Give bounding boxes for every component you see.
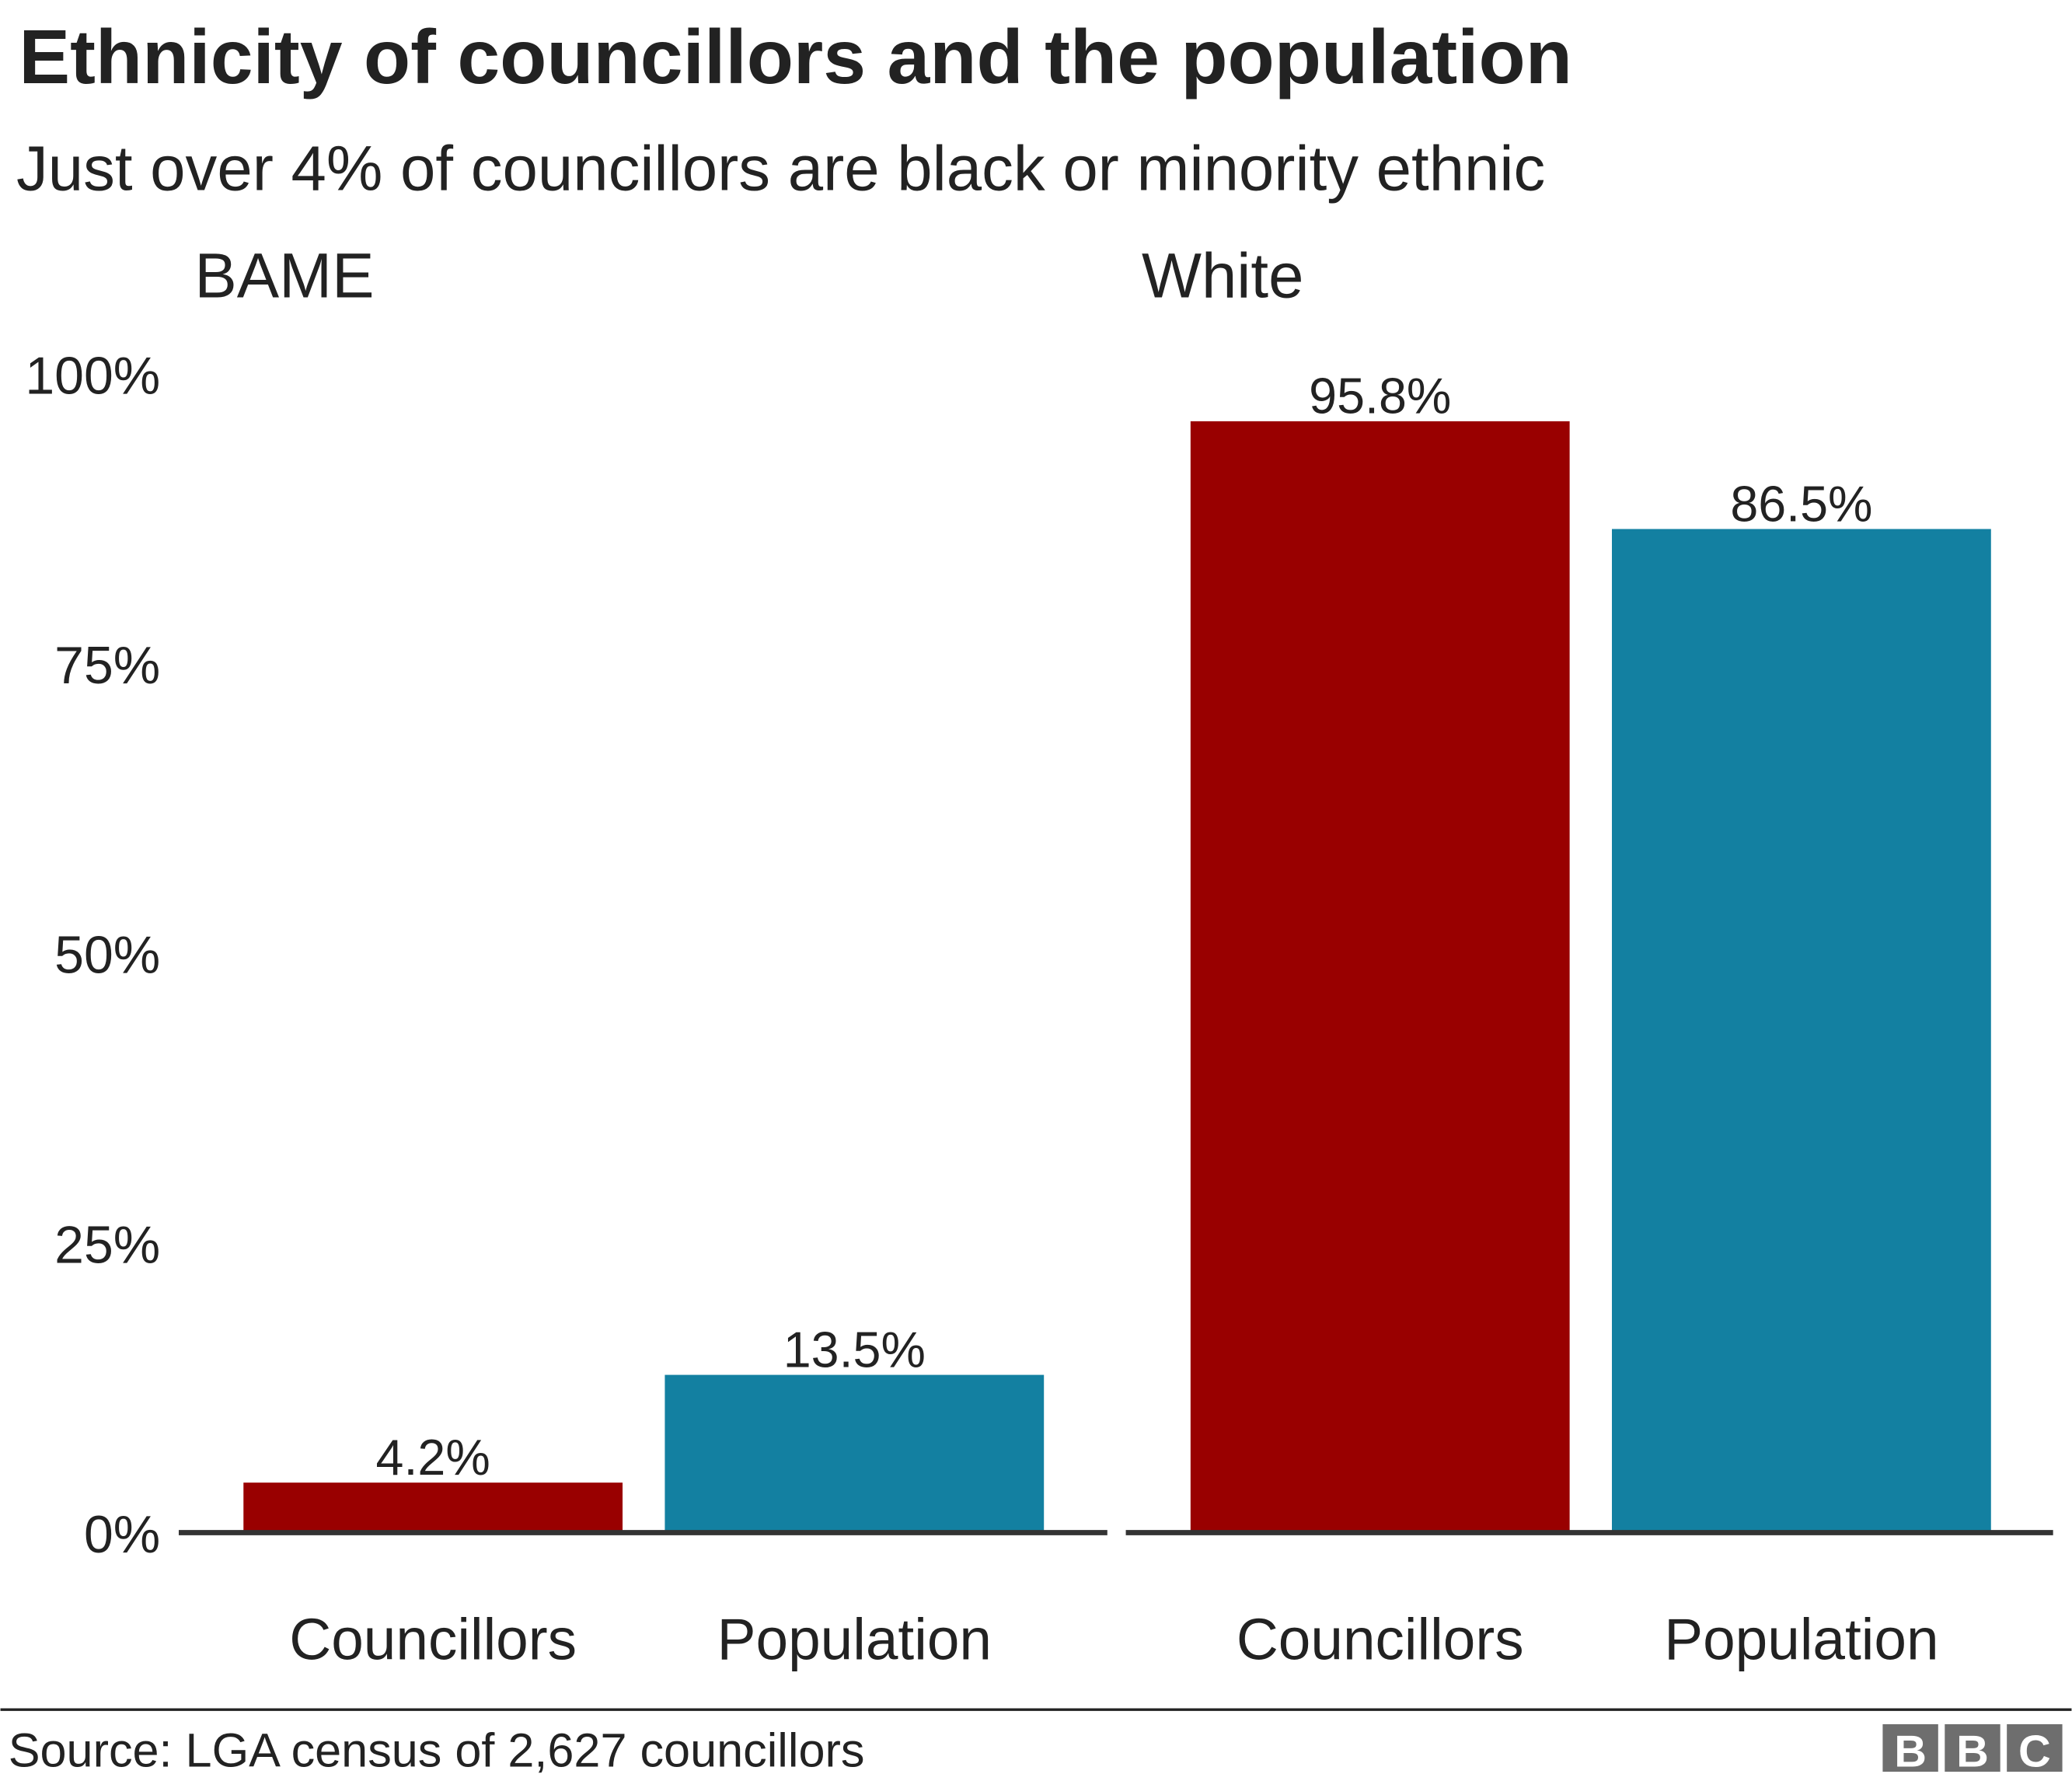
panel-white: White 95.8% Councillors 86.5% Population — [1125, 240, 2053, 1672]
x-tick-label: Councillors — [1237, 1607, 1524, 1672]
y-tick-label: 75% — [54, 636, 160, 695]
source-note: Source: LGA census of 2,627 councillors — [9, 1723, 865, 1776]
facet-label: White — [1142, 240, 1304, 311]
svg-text:B: B — [1956, 1727, 1989, 1776]
bar-councillors — [1190, 421, 1570, 1531]
chart-subtitle: Just over 4% of councillors are black or… — [16, 134, 1545, 204]
panel-bame: BAME 4.2% Councillors 13.5% Population — [178, 240, 1108, 1672]
x-tick-label: Population — [1664, 1607, 1938, 1672]
bar-councillors — [243, 1482, 623, 1531]
facet-label: BAME — [194, 240, 374, 311]
svg-text:B: B — [1894, 1727, 1927, 1776]
bar-population — [665, 1374, 1045, 1531]
y-tick-label: 25% — [54, 1215, 160, 1274]
chart-title: Ethnicity of councillors and the populat… — [19, 14, 1572, 100]
y-tick-label: 100% — [25, 346, 160, 405]
svg-text:C: C — [2018, 1727, 2051, 1776]
data-label: 86.5% — [1730, 476, 1872, 532]
data-label: 13.5% — [783, 1322, 926, 1378]
data-label: 4.2% — [376, 1430, 490, 1486]
x-tick-label: Councillors — [289, 1607, 577, 1672]
x-tick-label: Population — [717, 1607, 992, 1672]
data-label: 95.8% — [1309, 368, 1451, 424]
bar-population — [1612, 529, 1991, 1531]
y-tick-label: 50% — [54, 926, 160, 985]
y-tick-label: 0% — [84, 1505, 160, 1564]
